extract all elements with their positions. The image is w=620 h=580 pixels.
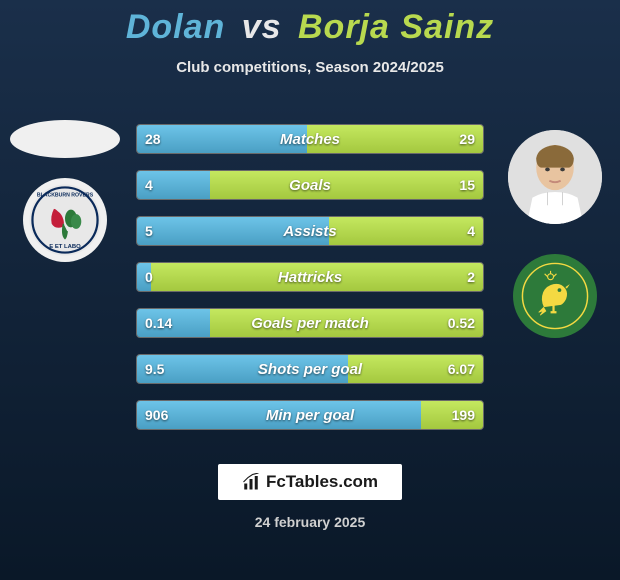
stat-label: Assists	[137, 217, 483, 245]
stat-label: Goals per match	[137, 309, 483, 337]
stat-row: 9.56.07Shots per goal	[136, 354, 484, 384]
footer: FcTables.com 24 february 2025	[0, 464, 620, 530]
player1-avatar	[10, 120, 120, 158]
stat-label: Min per goal	[137, 401, 483, 429]
date-text: 24 february 2025	[255, 514, 366, 530]
stat-row: 906199Min per goal	[136, 400, 484, 430]
blackburn-rovers-badge: E ET LABO BLACKBURN ROVERS	[23, 178, 107, 262]
fctables-brand[interactable]: FcTables.com	[218, 464, 402, 500]
player2-name: Borja Sainz	[298, 8, 494, 46]
stat-row: 0.140.52Goals per match	[136, 308, 484, 338]
stat-row: 54Assists	[136, 216, 484, 246]
right-player-column	[500, 130, 610, 338]
comparison-title: Dolan vs Borja Sainz	[0, 8, 620, 47]
header: Dolan vs Borja Sainz Club competitions, …	[0, 0, 620, 76]
stat-label: Hattricks	[137, 263, 483, 291]
stat-row: 2829Matches	[136, 124, 484, 154]
subtitle: Club competitions, Season 2024/2025	[0, 59, 620, 76]
stat-row: 415Goals	[136, 170, 484, 200]
norwich-city-badge	[513, 254, 597, 338]
stat-label: Shots per goal	[137, 355, 483, 383]
brand-text: FcTables.com	[266, 472, 378, 492]
vs-text: vs	[242, 8, 282, 46]
stats-container: 2829Matches 415Goals 54Assists 02Hattricks 0…	[136, 124, 484, 430]
player1-name: Dolan	[126, 8, 225, 46]
chart-icon	[242, 473, 260, 491]
stat-label: Goals	[137, 171, 483, 199]
stat-label: Matches	[137, 125, 483, 153]
left-player-column: E ET LABO BLACKBURN ROVERS	[10, 120, 120, 262]
svg-text:BLACKBURN ROVERS: BLACKBURN ROVERS	[37, 192, 94, 198]
stat-row: 02Hattricks	[136, 262, 484, 292]
player2-avatar	[508, 130, 602, 224]
svg-text:E ET LABO: E ET LABO	[49, 244, 81, 250]
